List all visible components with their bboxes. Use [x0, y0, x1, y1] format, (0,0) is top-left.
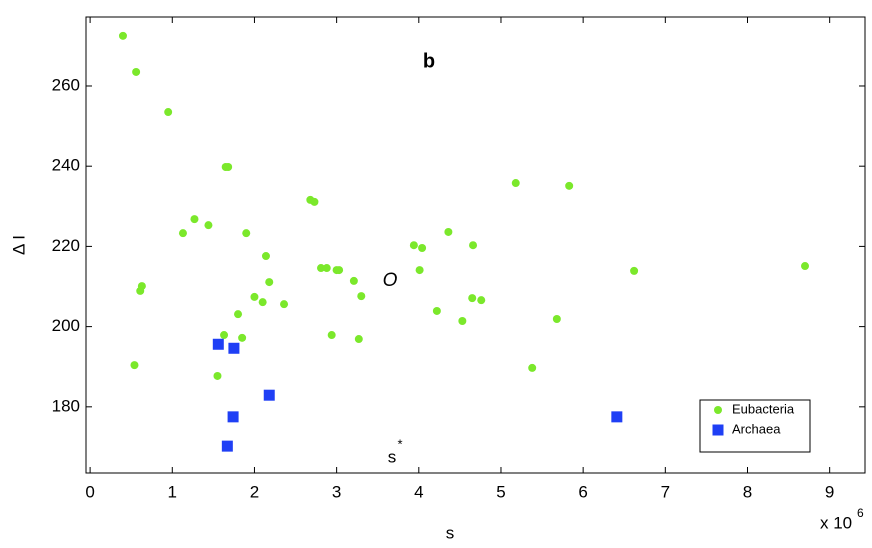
y-tick-label: 260 — [52, 75, 80, 94]
point — [213, 371, 222, 380]
point — [630, 266, 639, 275]
x-tick-label: 1 — [168, 482, 177, 501]
point — [415, 266, 424, 275]
x-tick-label: 6 — [578, 482, 587, 501]
point — [212, 338, 224, 350]
point — [565, 181, 574, 190]
point — [327, 331, 336, 340]
point — [322, 264, 331, 273]
y-axis-label: Δ I — [9, 235, 28, 255]
x-tick-label: 5 — [496, 482, 505, 501]
x-tick-label: 3 — [332, 482, 341, 501]
point — [228, 342, 240, 354]
annotation: O — [383, 270, 398, 291]
x-tick-label: 0 — [85, 482, 94, 501]
point — [261, 252, 270, 261]
annotation: * — [397, 436, 402, 451]
x-tick-label: 4 — [414, 482, 423, 501]
x-tick-label: 7 — [661, 482, 670, 501]
point — [335, 266, 344, 275]
x-tick-label: 9 — [825, 482, 834, 501]
x-multiplier: x 10 — [820, 513, 852, 532]
point — [432, 306, 441, 315]
point — [136, 286, 145, 295]
point — [349, 276, 358, 285]
point — [227, 411, 239, 423]
point — [409, 241, 418, 250]
legend-marker — [712, 424, 724, 436]
point — [552, 314, 561, 323]
point — [132, 67, 141, 76]
x-axis-label: s — [446, 523, 455, 542]
point — [118, 31, 127, 40]
point — [263, 389, 275, 401]
legend-label: Archaea — [732, 421, 781, 436]
point — [190, 215, 199, 224]
point — [130, 361, 139, 370]
point — [204, 221, 213, 230]
chart-title: b — [423, 50, 435, 72]
point — [224, 162, 233, 171]
point — [458, 317, 467, 325]
point — [801, 262, 810, 271]
point — [528, 363, 537, 372]
point — [258, 298, 267, 307]
point — [477, 296, 486, 305]
point — [164, 108, 173, 117]
point — [418, 244, 427, 253]
point — [469, 241, 478, 250]
y-tick-label: 200 — [52, 316, 80, 335]
point — [444, 227, 453, 236]
point — [238, 333, 247, 342]
point — [280, 300, 289, 309]
point — [250, 292, 259, 301]
annotation: s — [388, 447, 397, 466]
x-tick-label: 2 — [250, 482, 259, 501]
y-tick-label: 180 — [52, 396, 80, 415]
point — [265, 278, 274, 287]
legend-marker — [714, 406, 722, 414]
point — [317, 264, 326, 273]
point — [511, 179, 520, 188]
point — [357, 292, 366, 301]
point — [611, 411, 623, 423]
point — [242, 229, 251, 238]
point — [234, 310, 243, 319]
point — [220, 331, 229, 340]
point — [354, 335, 363, 344]
point — [310, 197, 319, 206]
y-tick-label: 220 — [52, 236, 80, 255]
point — [221, 440, 233, 452]
y-tick-label: 240 — [52, 156, 80, 175]
legend-label: Eubacteria — [732, 401, 795, 416]
point — [468, 294, 477, 303]
x-multiplier-exponent: 6 — [857, 506, 864, 520]
point — [178, 229, 187, 238]
x-tick-label: 8 — [743, 482, 752, 501]
